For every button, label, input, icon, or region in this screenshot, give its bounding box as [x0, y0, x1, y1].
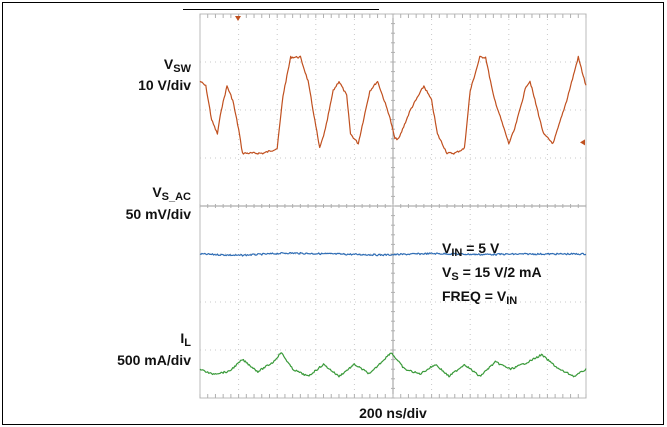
annotation-freq: FREQ = VIN: [442, 288, 517, 304]
il-channel-label: IL: [60, 330, 191, 346]
vsw-channel-label: VSW: [60, 56, 191, 72]
il-scale-label: 500 mA/div: [60, 352, 191, 368]
vsac-scale-label: 50 mV/div: [60, 206, 191, 222]
trigger-marker-icon: [235, 16, 241, 21]
trigger-level-marker-icon: [580, 139, 585, 145]
vsac-channel-label: VS_AC: [60, 184, 191, 200]
annotation-vs: VS = 15 V/2 mA: [442, 264, 542, 280]
x-axis-label: 200 ns/div: [200, 405, 586, 421]
marker-layer: [235, 16, 585, 145]
graticule-grid: [200, 14, 586, 398]
vsw-scale-label: 10 V/div: [60, 77, 191, 93]
annotation-vin: VIN = 5 V: [442, 240, 499, 256]
